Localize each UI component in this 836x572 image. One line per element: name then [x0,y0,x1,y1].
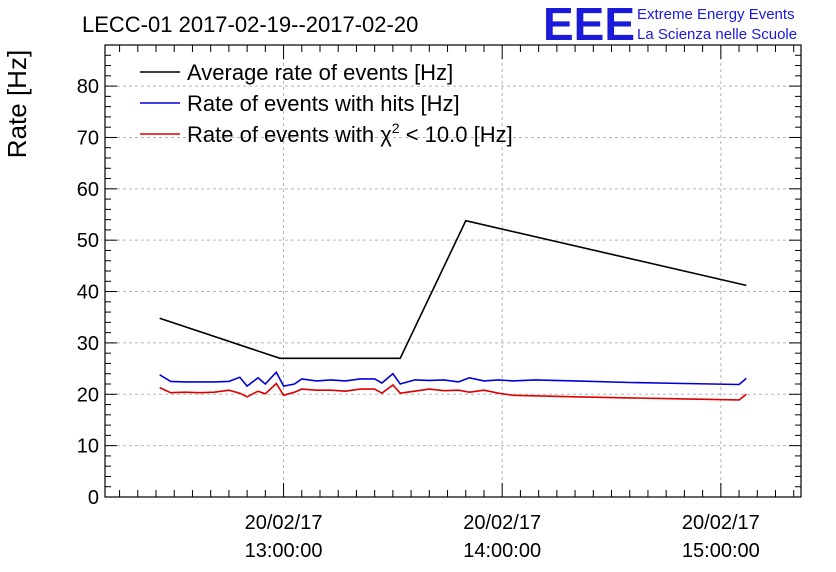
y-axis-title: Rate [Hz] [2,50,32,158]
legend-label-superscript: 2 [392,120,400,136]
y-tick-label: 0 [88,487,99,509]
legend-label: Rate of events with hits [Hz] [187,91,460,116]
y-tick-label: 30 [77,333,99,355]
y-tick-label: 50 [77,230,99,252]
y-tick-label: 40 [77,282,99,304]
x-tick-time-label: 13:00:00 [245,540,323,562]
x-tick-date-label: 20/02/17 [682,512,760,534]
legend: Average rate of events [Hz] Rate of event… [140,60,513,147]
x-tick-labels: 20/02/17 13:00:00 20/02/17 14:00:00 20/02/17… [245,512,760,562]
eee-logo: EEE Extreme Energy Events La Scienza nel… [543,0,797,50]
x-tick-date-label: 20/02/17 [245,512,323,534]
y-tick-label: 20 [77,384,99,406]
legend-label-part: χ [380,122,392,147]
grid [105,45,801,497]
chart-title: LECC-01 2017-02-19--2017-02-20 [82,12,418,37]
y-tick-label: 70 [77,127,99,149]
y-tick-label: 10 [77,436,99,458]
legend-label: Average rate of events [Hz] [187,60,453,85]
y-tick-label: 80 [77,76,99,98]
logo-line1: Extreme Energy Events [637,6,795,23]
legend-label-part: < 10.0 [Hz] [400,122,513,147]
x-tick-date-label: 20/02/17 [463,512,541,534]
y-tick-labels: 0 10 20 30 40 50 60 70 80 [77,76,99,509]
tick-marks [105,44,801,498]
x-tick-time-label: 14:00:00 [463,540,541,562]
logo-mark: EEE [543,0,635,50]
y-tick-label: 60 [77,179,99,201]
logo-line2: La Scienza nelle Scuole [637,26,797,43]
legend-label: Rate of events with χ2 < 10.0 [Hz] [187,120,513,147]
series-layer [159,219,747,401]
legend-label-part: Rate of events with [187,122,380,147]
series-line-0 [159,219,747,360]
series-line-1 [159,370,747,388]
x-tick-time-label: 15:00:00 [682,540,760,562]
series-line-2 [159,382,747,401]
